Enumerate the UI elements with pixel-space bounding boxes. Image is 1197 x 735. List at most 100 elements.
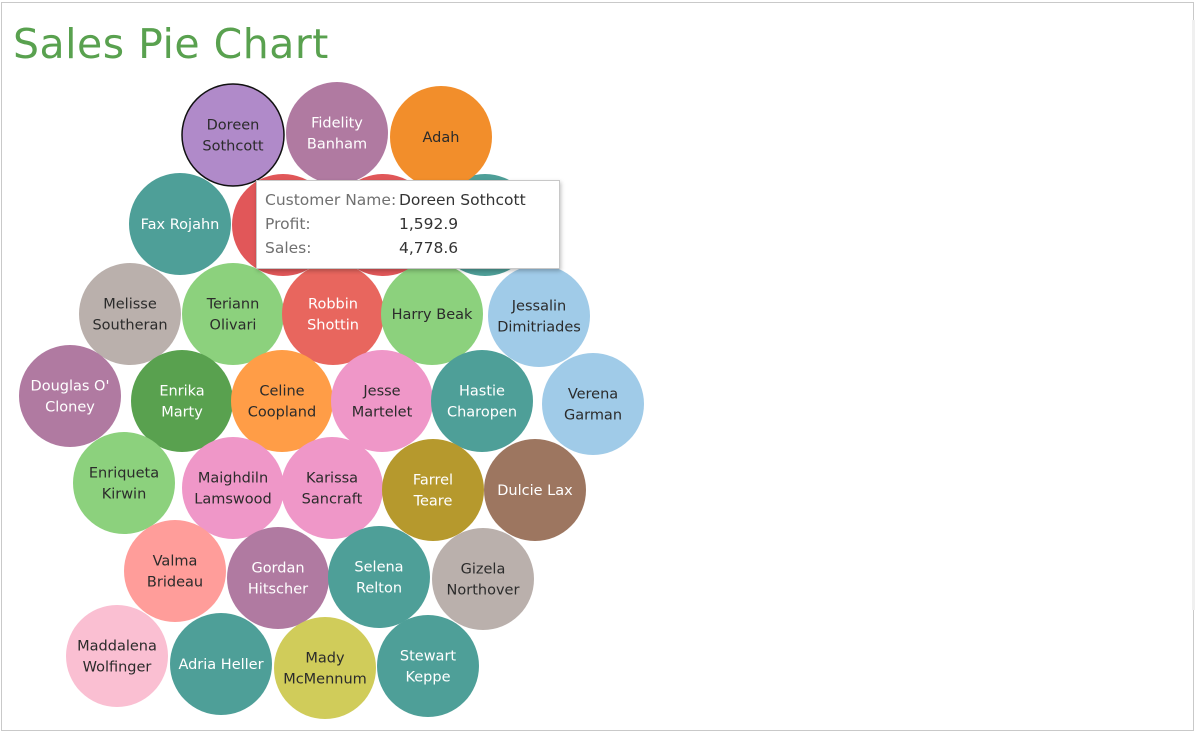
bubble-circle[interactable] [129, 173, 231, 275]
bubble-19[interactable]: Dulcie Lax [484, 439, 586, 541]
bubble-label: Fax Rojahn [141, 217, 220, 233]
bubble-label: Adah [423, 130, 460, 146]
bubble-label: Shottin [307, 318, 359, 334]
bubble-label: Wolfinger [83, 660, 152, 676]
tooltip-label: Profit: [265, 215, 311, 233]
bubble-21[interactable]: Gordan Hitscher [227, 527, 329, 629]
bubble-15[interactable]: Enriqueta Kirwin [73, 432, 175, 534]
bubble-23[interactable]: Gizela Northover [432, 528, 534, 630]
bubble-label: Fidelity [311, 116, 363, 132]
bubble-circle[interactable] [282, 263, 384, 365]
bubble-label: Teare [413, 494, 453, 510]
bubble-circle[interactable] [382, 439, 484, 541]
tooltip-row-profit: Profit: 1,592.9 [257, 215, 559, 239]
bubble-circle[interactable] [124, 520, 226, 622]
bubble-circle[interactable] [488, 265, 590, 367]
bubble-17[interactable]: Karissa Sancraft [281, 437, 383, 539]
bubble-label: Relton [356, 581, 402, 597]
bubble-6[interactable]: Robbin Shottin [282, 263, 384, 365]
bubble-label: Jesse [362, 384, 400, 400]
bubble-circle[interactable] [484, 439, 586, 541]
bubble-7[interactable]: Harry Beak [381, 263, 483, 365]
bubble-label: Brideau [147, 575, 203, 591]
bubble-label: Enriqueta [89, 466, 159, 482]
bubble-label: Garman [564, 408, 622, 424]
bubble-10[interactable]: Enrika Marty [131, 350, 233, 452]
bubble-0[interactable]: Doreen Sothcott [181, 83, 285, 187]
scrollbar-track[interactable] [1192, 20, 1195, 610]
bubble-16[interactable]: Maighdiln Lamswood [182, 437, 284, 539]
tooltip-label: Sales: [265, 239, 312, 257]
bubble-circle[interactable] [19, 345, 121, 447]
tooltip-row-customer-name: Customer Name: Doreen Sothcott [257, 191, 559, 215]
bubble-label: Marty [161, 405, 203, 421]
bubble-label: Karissa [306, 471, 358, 487]
bubble-label: Douglas O' [31, 379, 110, 395]
bubble-circle[interactable] [281, 437, 383, 539]
bubble-label: Martelet [352, 405, 413, 421]
bubble-circle[interactable] [79, 263, 181, 365]
bubble-circle[interactable] [181, 83, 285, 187]
tooltip: Customer Name: Doreen Sothcott Profit: 1… [256, 180, 560, 269]
bubble-27[interactable]: Stewart Keppe [377, 615, 479, 717]
chart-title: Sales Pie Chart [13, 20, 329, 68]
bubble-circle[interactable] [231, 350, 333, 452]
bubble-20[interactable]: Valma Brideau [124, 520, 226, 622]
tooltip-label: Customer Name: [265, 191, 397, 209]
bubble-circle[interactable] [542, 353, 644, 455]
bubble-3[interactable]: Fax Rojahn [129, 173, 231, 275]
bubble-label: Adria Heller [178, 657, 263, 673]
bubble-circle[interactable] [381, 263, 483, 365]
bubble-label: Harry Beak [392, 307, 473, 323]
bubble-circle[interactable] [182, 437, 284, 539]
bubble-label: Mady [305, 651, 345, 667]
bubble-25[interactable]: Adria Heller [170, 613, 272, 715]
bubble-24[interactable]: Maddalena Wolfinger [66, 605, 168, 707]
bubble-18[interactable]: Farrel Teare [382, 439, 484, 541]
bubble-circle[interactable] [274, 617, 376, 719]
bubble-circle[interactable] [331, 350, 433, 452]
bubble-circle[interactable] [73, 432, 175, 534]
bubble-14[interactable]: Verena Garman [542, 353, 644, 455]
bubble-label: Sancraft [302, 492, 363, 508]
bubble-2[interactable]: Adah [390, 86, 492, 188]
bubble-circle[interactable] [286, 82, 388, 184]
bubble-circle[interactable] [227, 527, 329, 629]
bubble-label: Teriann [206, 297, 260, 313]
bubble-circle[interactable] [170, 613, 272, 715]
bubble-22[interactable]: Selena Relton [328, 526, 430, 628]
bubble-circle[interactable] [377, 615, 479, 717]
bubble-label: Dulcie Lax [497, 483, 573, 499]
bubble-label: Southeran [92, 318, 167, 334]
bubble-label: Verena [568, 387, 618, 403]
bubble-circle[interactable] [182, 263, 284, 365]
bubble-circle[interactable] [432, 528, 534, 630]
bubble-label: Maighdiln [198, 471, 268, 487]
bubble-circle[interactable] [328, 526, 430, 628]
bubble-8[interactable]: Jessalin Dimitriades [488, 265, 590, 367]
bubble-5[interactable]: Teriann Olivari [182, 263, 284, 365]
bubble-label: Farrel [413, 473, 453, 489]
tooltip-value: 1,592.9 [399, 215, 459, 233]
bubble-26[interactable]: Mady McMennum [274, 617, 376, 719]
bubble-circle[interactable] [66, 605, 168, 707]
bubble-circle[interactable] [131, 350, 233, 452]
bubble-label: Jessalin [511, 299, 566, 315]
bubble-9[interactable]: Douglas O' Cloney [19, 345, 121, 447]
bubble-label: Kirwin [102, 487, 147, 503]
bubble-label: Dimitriades [497, 320, 581, 336]
bubble-label: Robbin [308, 297, 358, 313]
bubble-label: Melisse [103, 297, 157, 313]
bubble-label: Hitscher [248, 582, 308, 598]
bubble-label: Doreen [207, 118, 260, 134]
bubble-circle[interactable] [390, 86, 492, 188]
bubble-12[interactable]: Jesse Martelet [331, 350, 433, 452]
bubble-label: Lamswood [194, 492, 271, 508]
bubble-4[interactable]: Melisse Southeran [79, 263, 181, 365]
bubble-1[interactable]: Fidelity Banham [286, 82, 388, 184]
bubble-circle[interactable] [431, 350, 533, 452]
bubble-label: Sothcott [202, 139, 263, 155]
bubble-label: Maddalena [77, 639, 157, 655]
bubble-11[interactable]: Celine Coopland [231, 350, 333, 452]
bubble-13[interactable]: Hastie Charopen [431, 350, 533, 452]
